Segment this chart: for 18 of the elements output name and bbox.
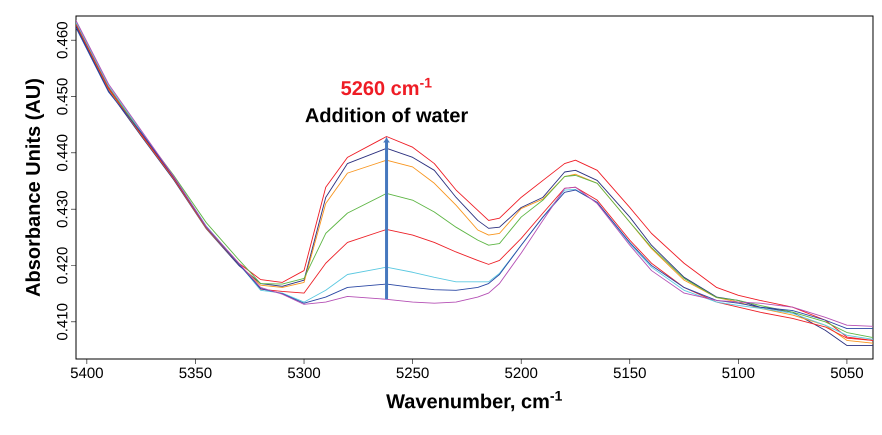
y-tick-label: 0.430 xyxy=(56,191,68,228)
x-tick-label: 5100 xyxy=(722,368,754,378)
y-tick-label: 0.460 xyxy=(56,22,68,58)
x-tick-label: 5200 xyxy=(505,368,538,378)
y-axis-title: Absorbance Units (AU) xyxy=(25,79,44,296)
y-tick-label: 0.410 xyxy=(56,304,68,340)
x-tick-label: 5400 xyxy=(70,368,103,378)
y-tick-label: 0.420 xyxy=(56,247,68,284)
y-tick-label: 0.440 xyxy=(56,134,68,172)
x-tick-label: 5050 xyxy=(830,368,864,378)
x-axis-title: Wavenumber, cm$^{-1}$ xyxy=(386,391,562,412)
x-tick-label: 5350 xyxy=(179,368,212,378)
y-tick-label: 0.450 xyxy=(56,78,68,115)
x-tick-label: 5300 xyxy=(288,368,320,378)
x-tick-label: 5250 xyxy=(396,368,429,378)
annotation: 5260 cm$^{-1}$ xyxy=(341,78,432,96)
annotation: Addition of water xyxy=(305,108,468,122)
x-tick-label: 5150 xyxy=(614,368,646,378)
